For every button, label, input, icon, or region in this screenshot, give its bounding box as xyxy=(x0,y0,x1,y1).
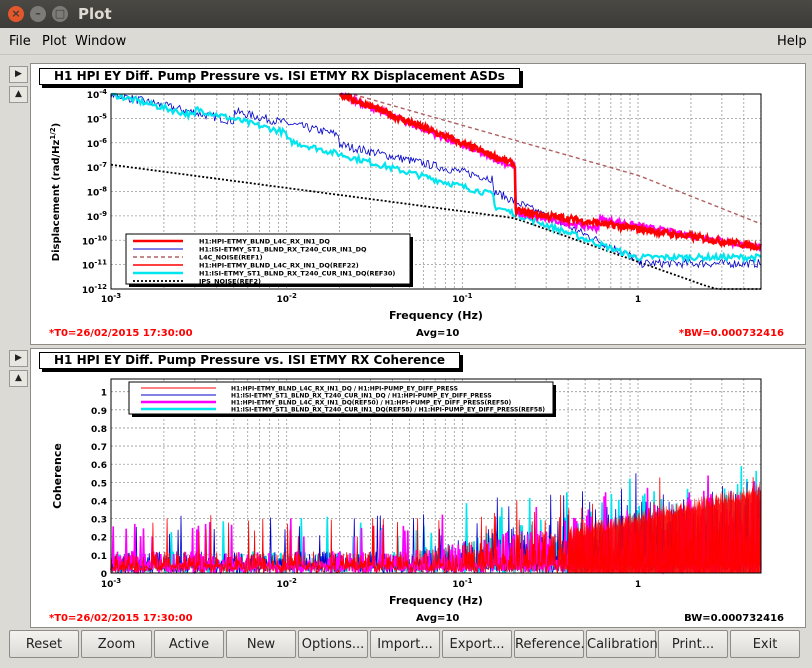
tick-label: 10-9 xyxy=(87,210,107,223)
legend: H1:HPI-ETMY_BLND_L4C_RX_IN1_DQH1:ISI-ETM… xyxy=(125,233,413,287)
legend-entry: H1:ISI-ETMY_ST1_BLND_RX_T240_CUR_IN1_DQ(… xyxy=(231,407,545,414)
tick-label: 1 xyxy=(101,389,107,399)
button-bar: Reset Zoom Active New Options... Import.… xyxy=(0,630,812,660)
collapse-arrow-icon[interactable]: ▲ xyxy=(9,86,28,103)
minimize-icon[interactable]: – xyxy=(30,6,46,22)
tick-label: 10-3 xyxy=(101,292,121,305)
y-axis-label: Displacement (rad/Hz1/2) xyxy=(49,123,62,261)
tick-label: 1 xyxy=(635,580,641,590)
x-tick-labels: 10-3 10-2 10-1 1 xyxy=(101,577,641,590)
tick-label: 10-1 xyxy=(452,292,472,305)
legend-entry: H1:HPI-ETMY_BLND_L4C_RX_IN1_DQ / H1:HPI-… xyxy=(231,386,458,393)
tick-label: 10-5 xyxy=(87,112,107,125)
export-button[interactable]: Export... xyxy=(442,630,512,658)
active-button[interactable]: Active xyxy=(154,630,224,658)
x-axis-label: Frequency (Hz) xyxy=(389,594,483,607)
tick-label: 10-2 xyxy=(277,292,297,305)
close-icon[interactable]: × xyxy=(8,6,24,22)
ips-noise-curve xyxy=(110,163,761,290)
tick-label: 10-4 xyxy=(87,88,107,101)
plot-frame xyxy=(110,378,762,574)
tick-label: 10-1 xyxy=(452,577,472,590)
new-button[interactable]: New xyxy=(226,630,296,658)
t0-label: *T0=26/02/2015 17:30:00 xyxy=(49,613,193,624)
tick-label: 0 xyxy=(101,570,107,580)
collapse-arrow-icon[interactable]: ▲ xyxy=(9,370,28,387)
expand-arrow-icon[interactable]: ▶ xyxy=(9,66,28,83)
expand-arrow-icon[interactable]: ▶ xyxy=(9,350,28,367)
tick-label: 0.9 xyxy=(91,407,107,417)
tick-label: 0.6 xyxy=(91,461,107,471)
tick-label: 0.4 xyxy=(91,497,107,507)
tick-label: 10-8 xyxy=(87,186,107,199)
coherence-plot-pane[interactable]: H1 HPI EY Diff. Pump Pressure vs. ISI ET… xyxy=(30,348,806,628)
isi-st1-ref-curve xyxy=(111,92,762,265)
exit-button[interactable]: Exit xyxy=(730,630,800,658)
bw-label: *BW=0.000732416 xyxy=(679,328,784,339)
bw-label: BW=0.000732416 xyxy=(684,613,784,624)
tick-label: 10-10 xyxy=(82,234,107,247)
menu-bar: File Plot Window Help xyxy=(0,28,812,55)
x-tick-labels: 10-3 10-2 10-1 1 xyxy=(101,292,641,305)
zoom-button[interactable]: Zoom xyxy=(81,630,152,658)
print-button[interactable]: Print... xyxy=(658,630,728,658)
avg-label: Avg=10 xyxy=(416,328,459,339)
menu-file[interactable]: File xyxy=(9,34,31,49)
curves xyxy=(110,92,762,290)
plot-frame xyxy=(110,93,762,290)
menu-plot[interactable]: Plot xyxy=(42,34,67,49)
legend-entry: L4C_NOISE(REF1) xyxy=(199,254,263,262)
y-axis-label: Coherence xyxy=(51,443,64,509)
asd-plot-pane[interactable]: H1 HPI EY Diff. Pump Pressure vs. ISI ET… xyxy=(30,63,806,345)
tick-label: 10-6 xyxy=(87,137,107,150)
reference-button[interactable]: Reference... xyxy=(514,630,593,658)
x-axis-label: Frequency (Hz) xyxy=(389,309,483,322)
coherence-band xyxy=(568,482,761,573)
options-button[interactable]: Options... xyxy=(298,630,368,658)
legend-entry: IPS_NOISE(REF2) xyxy=(199,278,261,286)
asd-plot[interactable]: 10-410-510-610-710-810-910-1010-1110-12 … xyxy=(31,64,805,344)
tick-label: 0.2 xyxy=(91,534,107,544)
asd-plot-title: H1 HPI EY Diff. Pump Pressure vs. ISI ET… xyxy=(39,68,520,85)
calibration-button[interactable]: Calibration... xyxy=(586,630,670,658)
legend-entry: H1:ISI-ETMY_ST1_BLND_RX_T240_CUR_IN1_DQ(… xyxy=(199,270,395,278)
legend-entry: H1:ISI-ETMY_ST1_BLND_RX_T240_CUR_IN1_DQ xyxy=(199,246,367,254)
coherence-plot-title: H1 HPI EY Diff. Pump Pressure vs. ISI ET… xyxy=(39,352,461,369)
legend-entry: H1:HPI-ETMY_BLND_L4C_RX_IN1_DQ(REF22) xyxy=(199,262,359,270)
window-titlebar: × – □ Plot xyxy=(0,0,812,28)
legend-entry: H1:ISI-ETMY_ST1_BLND_RX_T240_CUR_IN1_DQ … xyxy=(231,393,492,400)
reset-button[interactable]: Reset xyxy=(9,630,79,658)
tick-label: 0.8 xyxy=(91,425,107,435)
menu-help[interactable]: Help xyxy=(777,34,807,49)
tick-label: 1 xyxy=(635,295,641,305)
legend-entry: H1:HPI-ETMY_BLND_L4C_RX_IN1_DQ xyxy=(199,238,330,246)
tick-label: 0.7 xyxy=(91,443,107,453)
legend-entry: H1:HPI-ETMY_BLND_L4C_RX_IN1_DQ(REF50) / … xyxy=(231,400,511,407)
window-title: Plot xyxy=(78,5,112,23)
curves xyxy=(110,466,762,575)
tick-label: 0.3 xyxy=(91,516,107,526)
legend: H1:HPI-ETMY_BLND_L4C_RX_IN1_DQ / H1:HPI-… xyxy=(128,381,556,417)
tick-label: 10-11 xyxy=(82,259,107,272)
tick-label: 10-2 xyxy=(277,577,297,590)
y-tick-labels: 1 0.9 0.8 0.7 0.6 0.5 0.4 0.3 0.2 0.1 0 xyxy=(91,389,107,580)
menu-window[interactable]: Window xyxy=(75,34,127,49)
l4c-noise-curve xyxy=(339,93,762,225)
avg-label: Avg=10 xyxy=(416,613,459,624)
t0-label: *T0=26/02/2015 17:30:00 xyxy=(49,328,193,339)
import-button[interactable]: Import... xyxy=(370,630,440,658)
coherence-plot[interactable]: 10.90.80.70.60.50.40.30.20.10 10-3 10-2 10… xyxy=(31,349,805,627)
tick-label: 0.1 xyxy=(91,552,107,562)
maximize-icon[interactable]: □ xyxy=(52,6,68,22)
hpi-l4c-curve xyxy=(339,92,762,252)
tick-label: 0.5 xyxy=(91,479,107,489)
tick-label: 10-7 xyxy=(87,161,107,174)
